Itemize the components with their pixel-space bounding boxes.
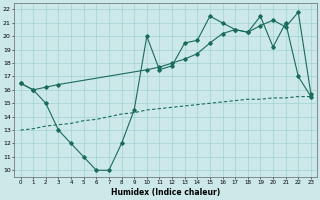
X-axis label: Humidex (Indice chaleur): Humidex (Indice chaleur) [111,188,220,197]
